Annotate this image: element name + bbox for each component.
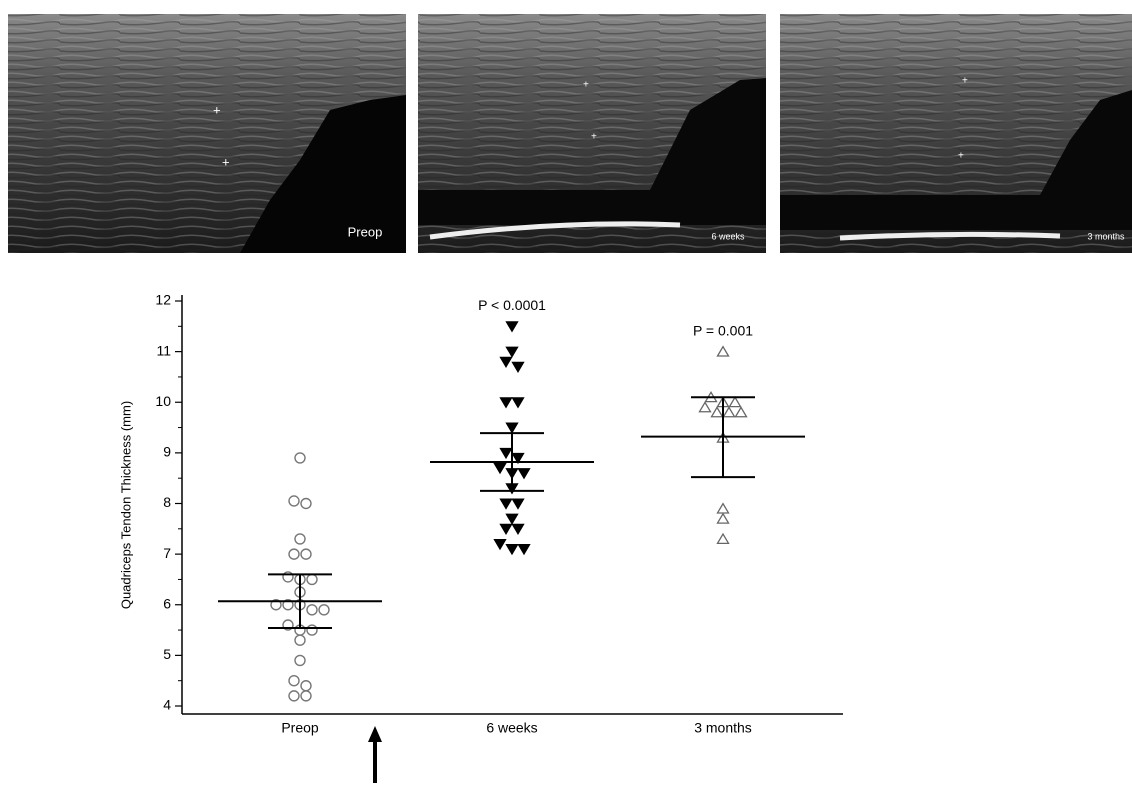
data-point	[513, 524, 524, 533]
data-point	[501, 499, 512, 508]
data-point	[507, 545, 518, 554]
svg-text:+: +	[222, 154, 230, 169]
data-point	[295, 635, 305, 645]
y-tick-label: 11	[156, 342, 171, 358]
data-point	[295, 655, 305, 665]
data-point	[724, 407, 735, 416]
y-tick-label: 10	[155, 393, 171, 409]
y-tick-label: 6	[163, 595, 171, 611]
svg-text:+: +	[213, 102, 221, 117]
y-tick-label: 8	[163, 494, 171, 510]
data-point	[301, 499, 311, 509]
data-point	[712, 407, 723, 416]
data-point	[513, 398, 524, 407]
data-point	[507, 514, 518, 523]
data-point	[736, 407, 747, 416]
svg-text:+: +	[962, 76, 968, 87]
figure: + + Preop + + 6 weeks + + 3 months Quadr…	[0, 0, 1132, 783]
image-label: 6 weeks	[711, 231, 745, 241]
data-point	[501, 448, 512, 457]
data-point	[507, 423, 518, 432]
x-tick-label: Preop	[281, 720, 319, 736]
image-label: Preop	[348, 224, 383, 239]
data-point	[301, 691, 311, 701]
data-point	[289, 549, 299, 559]
ultrasound-image: + + 6 weeks	[418, 14, 766, 253]
y-tick-label: 12	[155, 292, 171, 308]
data-point	[718, 514, 729, 523]
data-point	[289, 691, 299, 701]
ultrasound-image: + + 3 months	[780, 14, 1132, 253]
data-point	[295, 534, 305, 544]
data-point	[495, 540, 506, 549]
data-point	[495, 464, 506, 473]
ultrasound-image: + + Preop	[8, 14, 406, 253]
data-point	[307, 574, 317, 584]
data-point	[301, 549, 311, 559]
y-tick-label: 9	[163, 444, 171, 460]
svg-text:+: +	[591, 132, 597, 143]
data-point	[319, 605, 329, 615]
p-value-label: P < 0.0001	[478, 297, 546, 313]
x-tick-label: 3 months	[694, 720, 752, 736]
image-label: 3 months	[1087, 231, 1125, 241]
data-point	[507, 322, 518, 331]
data-point	[501, 357, 512, 366]
y-tick-label: 7	[163, 545, 171, 561]
data-point	[700, 402, 711, 411]
data-point	[718, 534, 729, 543]
data-point	[718, 347, 729, 356]
arrow	[368, 726, 382, 783]
data-point	[513, 362, 524, 371]
svg-text:+: +	[958, 151, 964, 162]
data-point	[307, 625, 317, 635]
data-point	[513, 499, 524, 508]
data-point	[501, 524, 512, 533]
y-axis-label: Quadriceps Tendon Thickness (mm)	[118, 401, 133, 609]
data-point	[301, 681, 311, 691]
data-point	[289, 676, 299, 686]
data-point	[718, 504, 729, 513]
svg-text:+: +	[583, 80, 589, 91]
ultrasound-panels: + + Preop + + 6 weeks + + 3 months	[8, 14, 1132, 253]
x-tick-label: 6 weeks	[486, 720, 537, 736]
data-point	[730, 397, 741, 406]
data-point	[501, 398, 512, 407]
data-point	[295, 453, 305, 463]
data-point	[519, 545, 530, 554]
p-value-label: P = 0.001	[693, 322, 753, 338]
data-point	[307, 605, 317, 615]
data-point	[289, 496, 299, 506]
data-point	[507, 347, 518, 356]
data-point	[519, 469, 530, 478]
y-tick-label: 4	[163, 697, 171, 713]
y-tick-label: 5	[163, 646, 171, 662]
